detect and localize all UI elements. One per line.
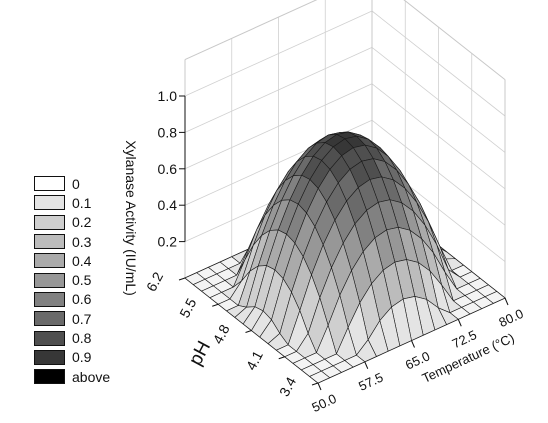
- legend-label: 0.6: [72, 291, 92, 308]
- x-tick-label: 57.5: [356, 370, 385, 394]
- legend-entry: 0.5: [34, 270, 144, 289]
- legend-swatch: [34, 234, 65, 250]
- z-axis-label: Xylanase Activity (IU/mL): [123, 140, 139, 296]
- legend-entry: 0.7: [34, 309, 144, 328]
- x-tick-label: 80.0: [496, 306, 525, 330]
- legend-entry: 0.1: [34, 193, 144, 212]
- y-tick: [212, 303, 219, 307]
- x-tick: [504, 297, 509, 306]
- legend-swatch: [34, 253, 65, 269]
- legend-entry: 0.2: [34, 213, 144, 232]
- legend-label: 0.2: [72, 214, 92, 231]
- surface-cell: [309, 370, 331, 384]
- y-tick-label: 4.1: [243, 348, 266, 373]
- legend-entry: 0.9: [34, 348, 144, 367]
- response-surface: [184, 131, 506, 384]
- box-edge: [184, 0, 318, 61]
- y-tick-label: 5.5: [176, 295, 199, 320]
- legend-swatch: [34, 291, 65, 307]
- legend-entry: 0.6: [34, 290, 144, 309]
- legend-swatch: [34, 176, 65, 192]
- legend-swatch: [34, 272, 65, 288]
- legend-label: 0.3: [72, 233, 92, 250]
- legend-swatch: [34, 195, 65, 211]
- legend-entry: 0.4: [34, 251, 144, 270]
- legend-label: 0.5: [72, 272, 92, 289]
- legend-label: 0.1: [72, 194, 92, 211]
- legend-entry: 0: [34, 174, 144, 193]
- legend-swatch: [34, 214, 65, 230]
- y-tick-label: 6.2: [143, 269, 166, 294]
- box-edge: [403, 0, 506, 80]
- z-tick-label: 0.4: [158, 197, 178, 213]
- y-tick: [245, 330, 252, 333]
- legend-label: above: [72, 368, 111, 385]
- y-tick-label: 3.4: [276, 374, 299, 399]
- legend-swatch: [34, 349, 65, 365]
- legend-entry: 0.3: [34, 232, 144, 251]
- x-tick: [411, 340, 415, 348]
- legend-label: 0.4: [72, 252, 92, 269]
- legend-swatch: [34, 311, 65, 327]
- legend-entry: 0.8: [34, 328, 144, 347]
- x-tick: [457, 319, 462, 327]
- z-tick-label: 0.6: [158, 161, 178, 177]
- z-tick-label: 0.8: [158, 124, 178, 140]
- legend-swatch: [34, 330, 65, 346]
- legend-label: 0: [72, 175, 80, 192]
- y-tick: [178, 277, 186, 281]
- x-tick: [317, 382, 322, 391]
- y-tick: [278, 356, 285, 360]
- y-tick-label: 4.8: [209, 322, 232, 347]
- legend: 0 0.1 0.2 0.3 0.4 0.5 0.6 0.7 0.8 0.9 above: [34, 174, 144, 386]
- legend-swatch: [34, 369, 65, 385]
- z-tick-label: 1.0: [158, 88, 178, 104]
- legend-label: 0.8: [72, 330, 92, 347]
- x-tick-label: 50.0: [309, 391, 338, 415]
- y-axis-label: pH: [185, 338, 215, 369]
- y-tick: [311, 382, 319, 386]
- x-tick: [364, 361, 369, 369]
- z-tick-label: 0.2: [158, 234, 178, 250]
- legend-entry: above: [34, 367, 144, 386]
- legend-label: 0.9: [72, 349, 92, 366]
- legend-label: 0.7: [72, 310, 92, 327]
